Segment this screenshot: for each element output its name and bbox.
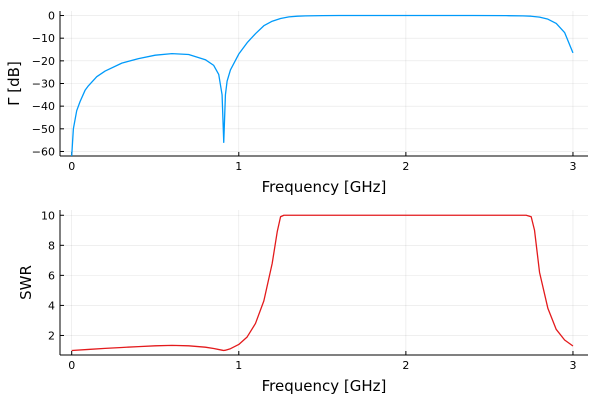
x-tick-label: 2 [402,160,409,173]
x-axis-label: Frequency [GHz] [262,178,387,196]
grid [60,11,588,156]
y-tick-labels: 2 4 6 8 10 [41,209,55,342]
series-line [71,14,574,157]
series-group [71,14,574,157]
y-tick-label: 0 [48,10,55,23]
y-tick-label: 10 [41,209,55,222]
y-tick-labels: 0 −10 −20 −30 −40 −50 −60 [32,10,55,159]
plot-reflection: 0 1 2 3 0 −10 −20 −30 −40 −50 −60 Frequency [GHz]… [5,10,588,196]
x-tick-labels: 0 1 2 3 [68,160,576,173]
y-tick-label: −60 [32,145,55,158]
plot-swr: 0 1 2 3 2 4 6 8 10 Frequency [GHz] SWR [17,209,588,395]
x-tick-label: 0 [68,359,75,372]
grid [60,210,588,355]
series-line [71,214,574,352]
series-group [71,214,574,352]
x-tick-labels: 0 1 2 3 [68,359,576,372]
y-tick-label: 8 [48,239,55,252]
x-tick-label: 3 [569,359,576,372]
x-tick-label: 0 [68,160,75,173]
y-axis-label: SWR [17,265,35,300]
y-tick-label: −30 [32,78,55,91]
x-tick-label: 3 [569,160,576,173]
x-axis-label: Frequency [GHz] [262,377,387,395]
y-tick-label: 6 [48,269,55,282]
y-tick-label: −40 [32,100,55,113]
y-tick-label: −10 [32,32,55,45]
y-tick-label: 4 [48,299,55,312]
x-tick-label: 1 [235,160,242,173]
axes [59,210,588,356]
x-tick-label: 1 [235,359,242,372]
x-tick-label: 2 [402,359,409,372]
y-tick-label: −20 [32,55,55,68]
y-axis-label: Γ [dB] [5,61,23,106]
y-tick-label: −50 [32,123,55,136]
y-tick-label: 2 [48,329,55,342]
